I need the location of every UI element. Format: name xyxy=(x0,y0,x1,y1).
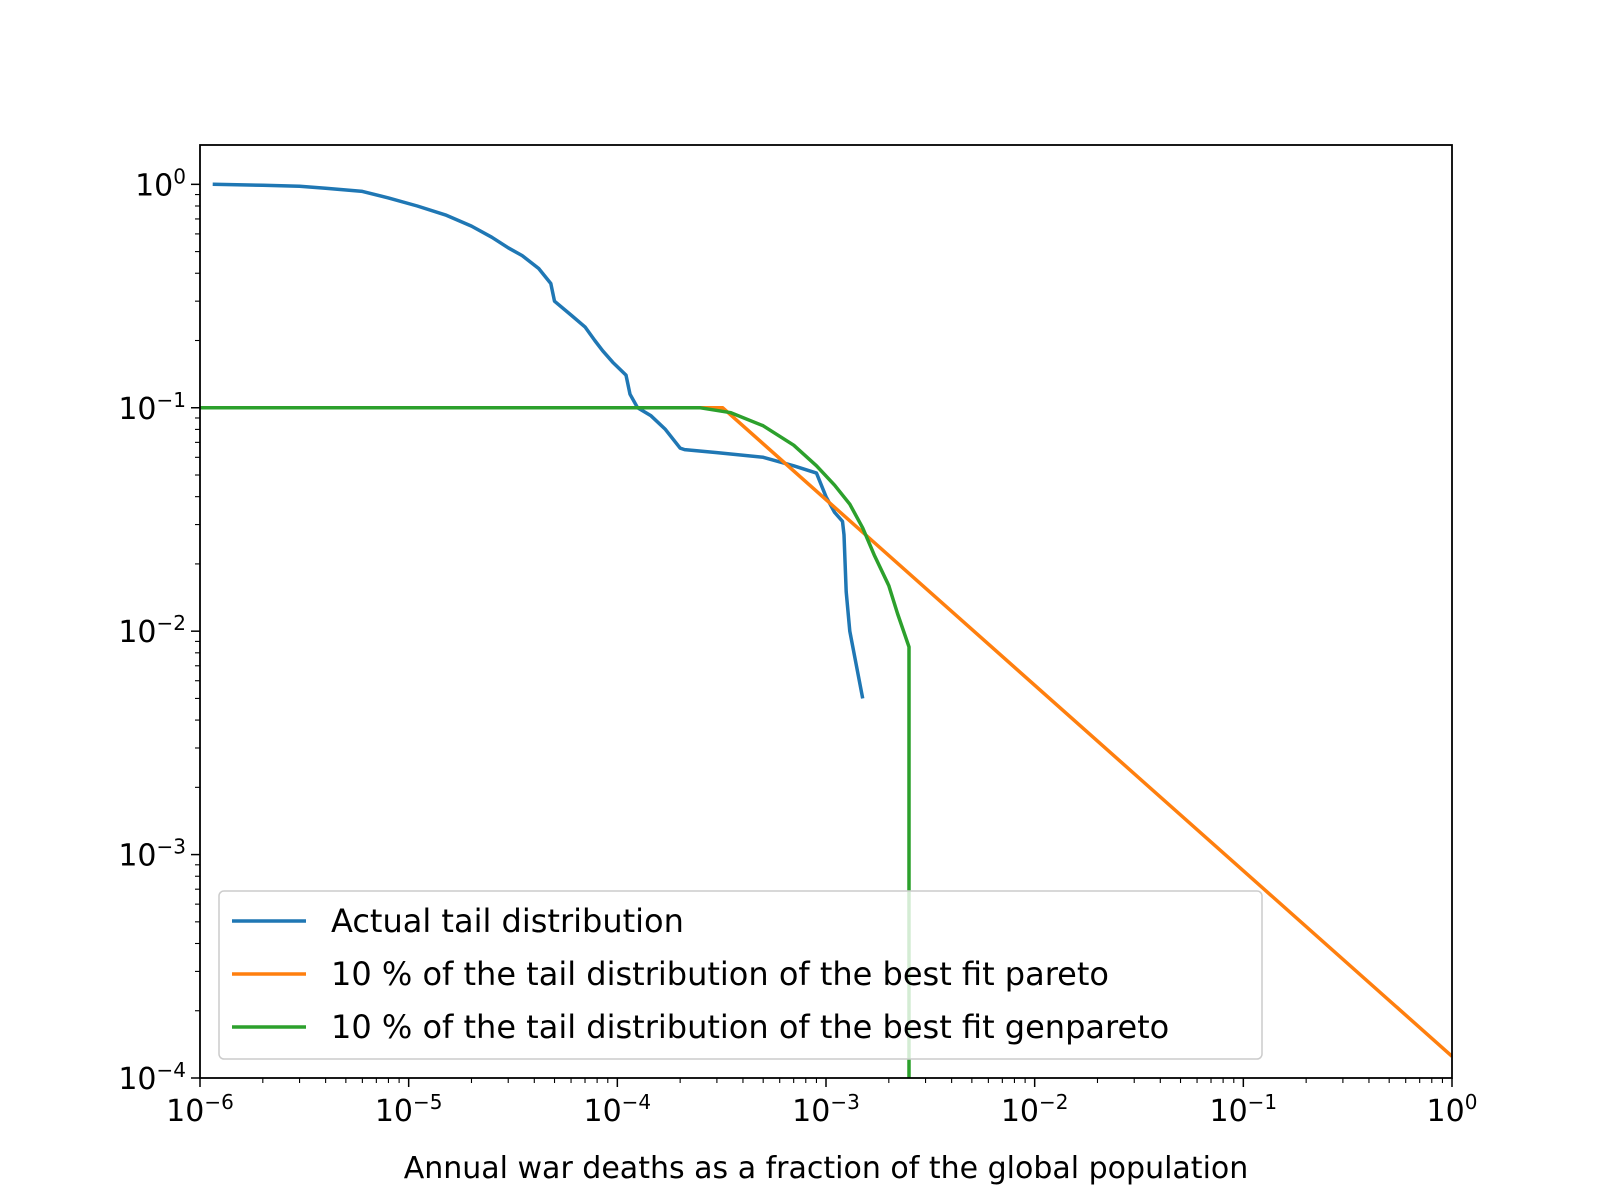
y-tick-label: 10−1 xyxy=(118,388,186,427)
series-line-genpareto xyxy=(200,406,911,1078)
y-tick-label: 10−3 xyxy=(118,835,186,874)
legend-label-genpareto: 10 % of the tail distribution of the bes… xyxy=(331,1008,1169,1046)
x-tick-label: 10−5 xyxy=(375,1090,443,1129)
legend-label-pareto: 10 % of the tail distribution of the bes… xyxy=(331,955,1109,993)
x-tick-label: 10−4 xyxy=(583,1090,651,1129)
legend-box xyxy=(218,890,1263,1060)
x-axis: 10−6 10−5 10−4 10−3 10−2 10−1 100 xyxy=(166,1078,1477,1129)
y-tick-label: 10−4 xyxy=(118,1058,186,1097)
x-tick-label: 10−6 xyxy=(166,1090,234,1129)
legend-label-actual: Actual tail distribution xyxy=(331,902,684,940)
y-tick-label: 10−2 xyxy=(118,611,186,650)
x-axis-label: Annual war deaths as a fraction of the g… xyxy=(404,1151,1249,1186)
legend: Actual tail distribution 10 % of the tai… xyxy=(218,890,1263,1060)
y-tick-label: 100 xyxy=(135,164,186,203)
x-tick-label: 100 xyxy=(1427,1090,1478,1129)
series-line-actual xyxy=(212,182,865,699)
y-axis: 100 10−1 10−2 10−3 10−4 xyxy=(118,164,200,1097)
x-tick-label: 10−3 xyxy=(792,1090,860,1129)
x-tick-label: 10−2 xyxy=(1001,1090,1069,1129)
series-layer xyxy=(200,182,1452,1078)
x-tick-label: 10−1 xyxy=(1209,1090,1277,1129)
